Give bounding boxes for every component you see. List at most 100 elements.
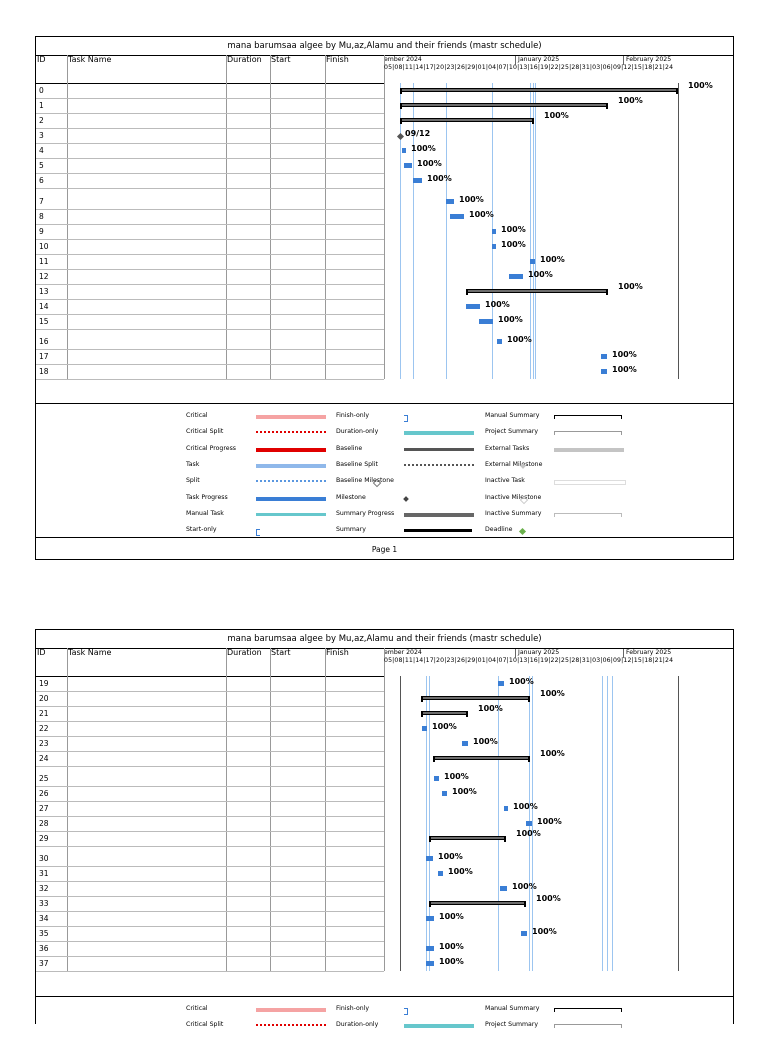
progress-label: 100%	[478, 704, 503, 713]
task-id: 19	[39, 679, 49, 688]
legend-label: Summary Progress	[336, 509, 395, 517]
dependency-line	[612, 676, 613, 971]
timeline-month-3: February 2025	[626, 56, 672, 63]
timeline-month-1: ember 2024	[384, 56, 422, 63]
progress-label: 100%	[469, 210, 494, 219]
task-bar	[422, 726, 427, 731]
dependency-line	[535, 83, 536, 379]
legend-label: Critical Progress	[186, 444, 237, 452]
task-id: 10	[39, 242, 49, 251]
timeline-month-3: February 2025	[626, 649, 672, 656]
row-divider	[36, 911, 384, 912]
column-header-task-name: Task Name	[68, 55, 112, 64]
legend-sample	[256, 447, 326, 452]
column-divider	[226, 55, 227, 379]
legend-sample	[404, 431, 474, 436]
legend-sample	[404, 463, 474, 466]
legend-sample	[404, 415, 408, 422]
legend-sample	[256, 512, 326, 516]
legend-sample	[554, 431, 622, 436]
task-id: 32	[39, 884, 49, 893]
legend-label: Manual Task	[186, 509, 224, 517]
column-header-duration: Duration	[227, 648, 262, 657]
legend-label: Baseline Milestone	[336, 477, 394, 485]
task-id: 33	[39, 899, 49, 908]
progress-label: 100%	[498, 315, 523, 324]
row-divider	[36, 299, 384, 300]
column-divider	[67, 55, 68, 379]
row-divider	[36, 706, 384, 707]
row-divider	[36, 831, 384, 832]
row-divider	[36, 866, 384, 867]
legend-sample	[256, 431, 326, 434]
progress-label: 100%	[427, 174, 452, 183]
legend-sample	[256, 1008, 326, 1012]
timeline-end-line	[678, 83, 679, 379]
month-separator	[623, 56, 624, 65]
column-header-duration: Duration	[227, 55, 262, 64]
task-id: 12	[39, 272, 49, 281]
legend-label: Start-only	[186, 526, 217, 534]
legend-label: Duration-only	[336, 428, 379, 436]
legend-sample	[256, 1024, 326, 1027]
row-divider	[36, 254, 384, 255]
legend-sample	[404, 512, 474, 517]
progress-label: 100%	[544, 111, 569, 120]
header-separator	[36, 83, 384, 84]
row-divider	[36, 314, 384, 315]
row-divider	[36, 721, 384, 722]
progress-label: 100%	[618, 282, 643, 291]
progress-label: 100%	[452, 787, 477, 796]
task-bar	[601, 369, 607, 374]
column-header-task-name: Task Name	[68, 648, 112, 657]
progress-label: 100%	[485, 300, 510, 309]
task-id: 20	[39, 694, 49, 703]
task-id: 28	[39, 819, 49, 828]
row-divider	[36, 736, 384, 737]
legend-label: Inactive Task	[485, 477, 525, 485]
row-divider	[36, 113, 384, 114]
summary-bar	[433, 756, 530, 762]
progress-label: 100%	[444, 772, 469, 781]
task-id: 37	[39, 959, 49, 968]
row-divider	[36, 143, 384, 144]
row-divider	[36, 239, 384, 240]
row-divider	[36, 691, 384, 692]
timeline-end-line	[678, 676, 679, 971]
milestone-marker	[396, 132, 405, 141]
dependency-line	[533, 83, 534, 379]
task-id: 36	[39, 944, 49, 953]
dependency-line	[607, 676, 608, 971]
row-divider	[36, 269, 384, 270]
legend-sample	[256, 480, 326, 483]
task-id: 14	[39, 302, 49, 311]
task-bar	[509, 274, 523, 279]
task-id: 22	[39, 724, 49, 733]
task-bar	[438, 871, 443, 876]
legend-sample	[404, 1024, 474, 1029]
summary-bar	[421, 696, 530, 702]
timeline-month-2: January 2025	[518, 649, 560, 656]
task-id: 35	[39, 929, 49, 938]
timeline-days: 05|08|11|14|17|20|23|26|29|01|04|07|10|1…	[384, 64, 674, 71]
row-divider	[36, 926, 384, 927]
column-header-id: ID	[37, 648, 46, 657]
progress-label: 100%	[448, 867, 473, 876]
legend-label: Critical Split	[186, 1021, 224, 1029]
task-id: 34	[39, 914, 49, 923]
progress-label: 100%	[688, 81, 713, 90]
task-bar	[530, 259, 535, 264]
task-id: 2	[39, 116, 44, 125]
row-divider	[36, 364, 384, 365]
row-divider	[36, 801, 384, 802]
legend-sample	[404, 447, 474, 451]
schedule-page-1: mana barumsaa algee by Mu,az,Alamu and t…	[35, 36, 734, 560]
legend-label: Task	[186, 460, 200, 468]
page-title: mana barumsaa algee by Mu,az,Alamu and t…	[36, 630, 733, 649]
task-bar	[466, 304, 480, 309]
column-divider	[270, 55, 271, 379]
task-id: 24	[39, 754, 49, 763]
row-divider	[36, 379, 384, 380]
legend-sample	[518, 528, 527, 536]
column-divider	[384, 648, 385, 971]
